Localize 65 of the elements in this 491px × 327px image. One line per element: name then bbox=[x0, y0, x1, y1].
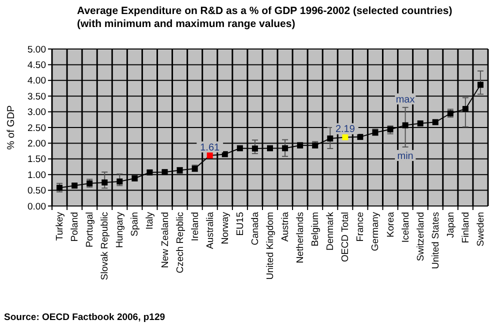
x-tick-label: Germany bbox=[370, 212, 382, 252]
source-note: Source: OECD Factbook 2006, p129 bbox=[4, 312, 166, 323]
point bbox=[282, 145, 288, 152]
x-tick-label: Netherlands bbox=[295, 212, 306, 264]
point bbox=[417, 120, 424, 126]
point bbox=[402, 122, 408, 128]
x-tick-label: Denmark bbox=[325, 212, 336, 251]
x-tick-label: Italy bbox=[144, 212, 156, 230]
y-tick-label: 1.00 bbox=[28, 170, 46, 181]
point bbox=[267, 145, 273, 152]
x-tick-label: Canada bbox=[250, 211, 261, 246]
point bbox=[387, 126, 394, 132]
x-tick-label: Sweden bbox=[475, 212, 486, 246]
x-tick-label: United States bbox=[430, 212, 442, 270]
point bbox=[357, 134, 364, 140]
x-tick-label: Norway bbox=[220, 212, 231, 244]
annotation: min bbox=[397, 150, 414, 162]
point bbox=[327, 135, 334, 142]
y-tick-label: 1.50 bbox=[28, 154, 46, 166]
x-tick-label: New Zealand bbox=[160, 212, 171, 268]
annotation: 2.19 bbox=[335, 124, 356, 136]
y-tick-label: 4.00 bbox=[28, 76, 46, 87]
x-tick-label: Korea bbox=[385, 211, 396, 238]
point bbox=[206, 152, 213, 158]
y-tick-label: 3.50 bbox=[28, 91, 46, 102]
y-tick-label: 3.00 bbox=[28, 107, 46, 118]
point bbox=[462, 106, 468, 112]
x-tick-label: Spain bbox=[130, 212, 141, 236]
point bbox=[477, 82, 484, 88]
x-tick-label: OECD Total bbox=[340, 212, 352, 262]
y-tick-label: 4.50 bbox=[28, 60, 46, 72]
x-tick-label: Turkey bbox=[54, 212, 66, 241]
x-tick-label: Austria bbox=[280, 211, 292, 242]
point bbox=[342, 134, 348, 140]
chart-subtitle: (with minimum and maximum range values) bbox=[77, 18, 296, 30]
x-tick-label: EU15 bbox=[234, 212, 246, 236]
x-tick-label: United Kingdom bbox=[265, 212, 276, 280]
point bbox=[252, 146, 258, 152]
chart-title: Average Expenditure on R&D as a % of GDP 1996-2002 (selected countries) bbox=[77, 5, 452, 17]
y-tick-label: 0.50 bbox=[28, 186, 46, 197]
y-tick-label: 2.50 bbox=[28, 122, 46, 134]
x-tick-label: Belgium bbox=[310, 212, 322, 246]
point bbox=[102, 179, 108, 186]
y-tick-label: 0.00 bbox=[28, 201, 46, 212]
x-tick-label: Switzerland bbox=[415, 212, 426, 262]
x-tick-label: Australia bbox=[204, 211, 216, 249]
x-tick-label: Hungary bbox=[114, 212, 126, 248]
point bbox=[72, 182, 78, 189]
x-tick-label: Portugal bbox=[84, 212, 96, 248]
point bbox=[56, 184, 63, 191]
x-tick-label: France bbox=[355, 212, 366, 242]
x-tick-label: Finland bbox=[460, 212, 472, 244]
x-tick-label: Ireland bbox=[190, 212, 201, 242]
x-tick-label: Japan bbox=[445, 212, 456, 238]
y-tick-label: 2.00 bbox=[28, 138, 46, 150]
annotation: max bbox=[396, 94, 415, 106]
point bbox=[236, 145, 243, 152]
x-tick-label: Slovak Republic bbox=[100, 212, 111, 280]
y-axis-title: % of GDP bbox=[6, 104, 17, 150]
x-tick-label: Iceland bbox=[400, 212, 412, 243]
y-tick-label: 5.00 bbox=[28, 44, 46, 56]
x-tick-label: Czech Repblic bbox=[174, 212, 186, 274]
x-tick-label: Poland bbox=[70, 212, 81, 242]
annotation: 1.61 bbox=[200, 142, 220, 154]
point bbox=[222, 151, 228, 158]
